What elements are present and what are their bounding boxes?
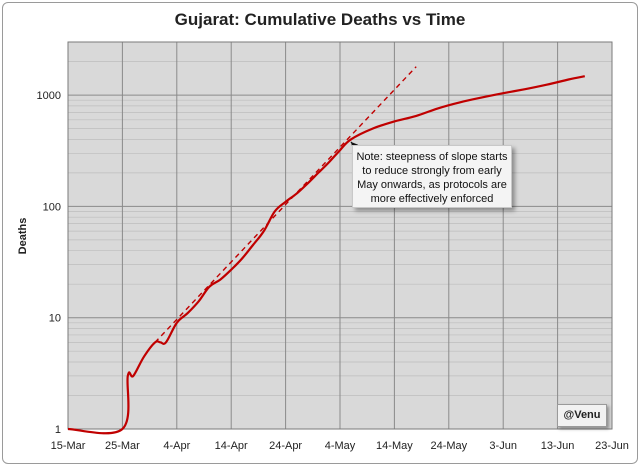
annotation-note: Note: steepness of slope starts to reduc…: [352, 145, 512, 208]
y-tick-label: 10: [49, 313, 61, 325]
annotation-line: to reduce strongly from early: [362, 165, 502, 177]
x-tick-label: 14-May: [376, 440, 413, 452]
x-tick-label: 23-Jun: [595, 440, 629, 452]
y-axis-label: Deaths: [17, 218, 29, 255]
annotation-line: more effectively enforced: [370, 193, 494, 205]
x-tick-label: 24-Apr: [269, 440, 302, 452]
credit-label: @Venu: [557, 404, 607, 427]
x-tick-label: 3-Jun: [489, 440, 517, 452]
plot-border: [67, 41, 613, 430]
x-tick-label: 14-Apr: [215, 440, 248, 452]
y-tick-label: 1000: [37, 90, 61, 102]
x-tick-label: 13-Jun: [541, 440, 575, 452]
y-tick-label: 1: [55, 424, 61, 436]
chart-title: Gujarat: Cumulative Deaths vs Time: [174, 10, 466, 29]
x-tick-label: 4-Apr: [163, 440, 190, 452]
series-line: [67, 75, 586, 435]
annotation-line: Note: steepness of slope starts: [356, 151, 508, 163]
x-tick-label: 15-Mar: [51, 440, 86, 452]
x-tick-label: 25-Mar: [105, 440, 140, 452]
x-tick-label: 24-May: [430, 440, 467, 452]
y-tick-label: 100: [43, 201, 61, 213]
trend-line: [154, 66, 417, 343]
annotation-line: May onwards, as protocols are: [357, 179, 507, 191]
x-tick-label: 4-May: [325, 440, 356, 452]
